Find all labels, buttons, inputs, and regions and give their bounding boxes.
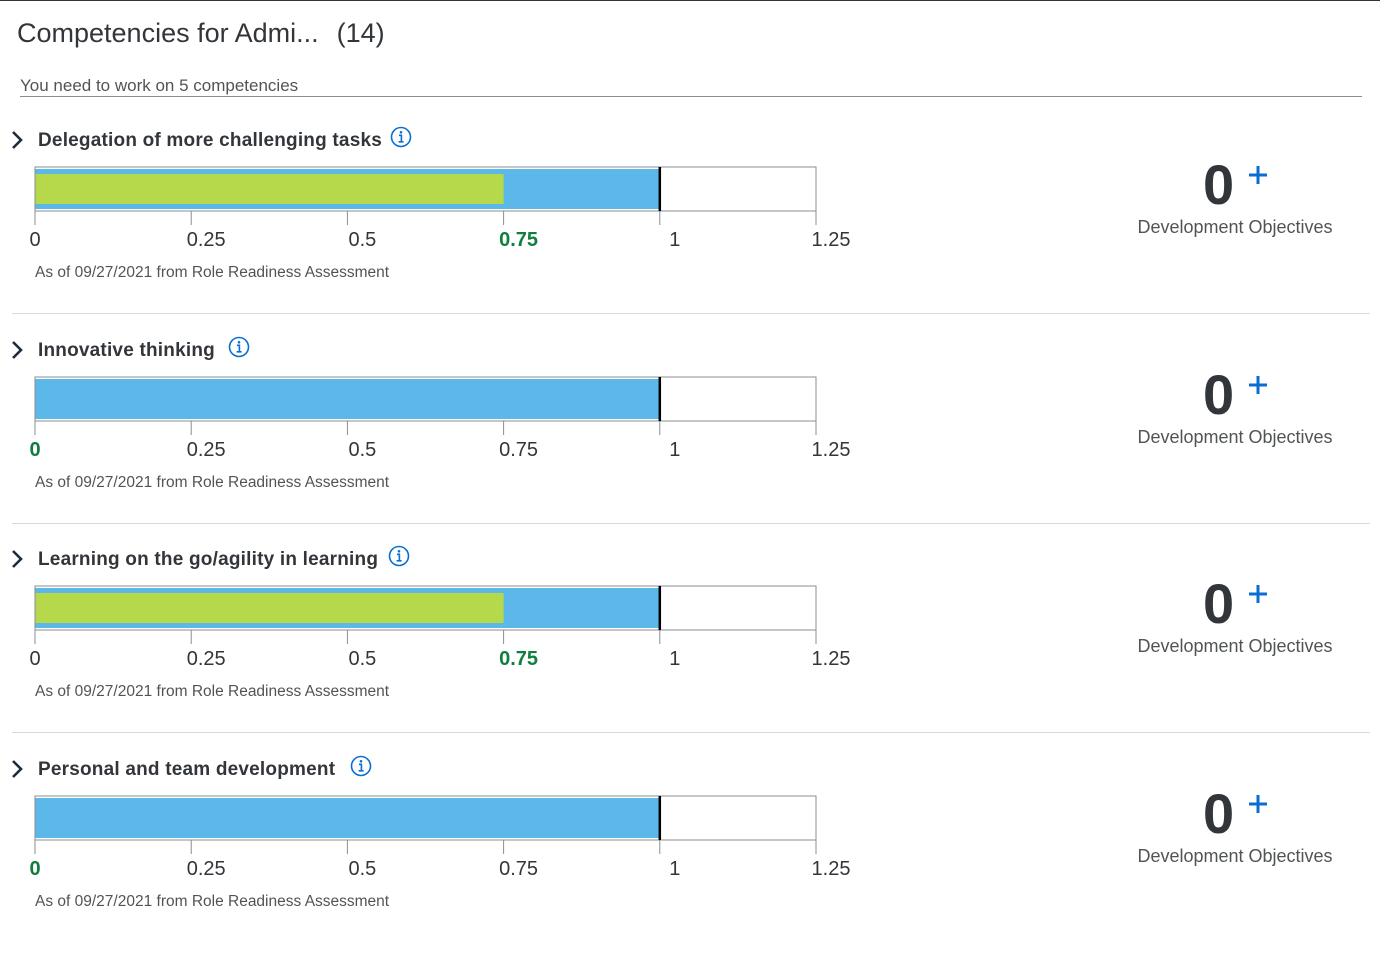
objectives-count: 0	[1203, 153, 1235, 216]
competency-bullet-chart: 0 0.25 0.5 0.75 1 1.25	[29, 166, 851, 251]
objectives-count: 0	[1203, 572, 1235, 635]
competency-divider	[12, 313, 1370, 314]
objectives-label: Development Objectives	[1137, 636, 1333, 656]
axis-tick-label: 0.5	[348, 439, 376, 461]
objectives-label: Development Objectives	[1137, 217, 1333, 237]
axis-tick-label: 0	[29, 229, 40, 251]
assessment-source-text: As of 09/27/2021 from Role Readiness Ass…	[35, 683, 390, 700]
objectives-count: 0	[1203, 363, 1235, 426]
competency-bullet-chart: 0 0.25 0.5 0.75 1 1.25	[29, 795, 851, 880]
competency-count: (14)	[336, 18, 385, 48]
info-circle-icon[interactable]	[228, 336, 250, 358]
axis-tick-label: 0.75	[499, 858, 538, 880]
axis-tick-label: 0	[29, 858, 40, 880]
competency-item: Innovative thinking 0 0.25 0.5 0.75 1 1.25 As o…	[0, 336, 1380, 550]
add-objective-plus-icon[interactable]	[1246, 163, 1270, 187]
competency-name: Personal and team development	[38, 759, 336, 780]
page-title: Competencies for Admi... (14)	[17, 18, 385, 49]
axis-tick-label: 1	[669, 439, 680, 461]
axis-tick-label: 0	[29, 439, 40, 461]
axis-tick-label: 1.25	[812, 229, 851, 251]
info-circle-icon[interactable]	[350, 755, 372, 777]
add-objective-plus-icon[interactable]	[1246, 373, 1270, 397]
actual-proficiency-bar	[35, 593, 504, 623]
competency-item: Learning on the go/agility in learning 0 0…	[0, 545, 1380, 759]
development-objectives: 0 Development Objectives	[1110, 574, 1360, 657]
axis-tick-label: 1	[669, 229, 680, 251]
axis-tick-label: 0.75	[499, 229, 538, 251]
competency-name: Delegation of more challenging tasks	[38, 130, 382, 151]
axis-tick-label: 1	[669, 648, 680, 670]
add-objective-plus-icon[interactable]	[1246, 792, 1270, 816]
axis-tick-label: 0.5	[348, 229, 376, 251]
expand-chevron-icon[interactable]	[10, 759, 24, 779]
competency-name: Innovative thinking	[38, 340, 215, 361]
expand-chevron-icon[interactable]	[10, 130, 24, 150]
axis-tick-label: 1.25	[812, 858, 851, 880]
axis-tick-label: 0.25	[187, 648, 226, 670]
axis-tick-label: 1.25	[812, 439, 851, 461]
competency-divider	[12, 523, 1370, 524]
axis-tick-label: 0.25	[187, 439, 226, 461]
assessment-source-text: As of 09/27/2021 from Role Readiness Ass…	[35, 474, 390, 491]
axis-tick-label: 0.25	[187, 858, 226, 880]
actual-proficiency-bar	[35, 174, 504, 204]
competency-item: Delegation of more challenging tasks 0 0.2…	[0, 126, 1380, 340]
axis-tick-label: 1.25	[812, 648, 851, 670]
development-objectives: 0 Development Objectives	[1110, 365, 1360, 448]
objectives-label: Development Objectives	[1137, 427, 1333, 447]
competencies-summary: You need to work on 5 competencies	[20, 76, 299, 95]
axis-tick-label: 0	[29, 648, 40, 670]
info-circle-icon[interactable]	[390, 126, 412, 148]
competency-bullet-chart: 0 0.25 0.5 0.75 1 1.25	[29, 376, 851, 461]
expected-proficiency-bar	[35, 379, 660, 419]
assessment-source-text: As of 09/27/2021 from Role Readiness Ass…	[35, 893, 390, 910]
expand-chevron-icon[interactable]	[10, 549, 24, 569]
development-objectives: 0 Development Objectives	[1110, 155, 1360, 238]
competency-name: Learning on the go/agility in learning	[38, 549, 379, 570]
axis-tick-label: 0.75	[499, 439, 538, 461]
expected-proficiency-bar	[35, 798, 660, 838]
competency-divider	[12, 732, 1370, 733]
competency-item: Personal and team development 0 0.25 0.5 0.7…	[0, 755, 1380, 969]
top-border	[0, 0, 1380, 1]
axis-tick-label: 0.25	[187, 229, 226, 251]
expand-chevron-icon[interactable]	[10, 340, 24, 360]
axis-tick-label: 0.5	[348, 858, 376, 880]
objectives-label: Development Objectives	[1137, 846, 1333, 866]
axis-tick-label: 0.5	[348, 648, 376, 670]
axis-tick-label: 0.75	[499, 648, 538, 670]
page-title-text: Competencies for Admi...	[17, 18, 319, 48]
header-divider	[20, 96, 1362, 97]
competency-bullet-chart: 0 0.25 0.5 0.75 1 1.25	[29, 585, 851, 670]
development-objectives: 0 Development Objectives	[1110, 784, 1360, 867]
axis-tick-label: 1	[669, 858, 680, 880]
info-circle-icon[interactable]	[388, 545, 410, 567]
objectives-count: 0	[1203, 782, 1235, 845]
add-objective-plus-icon[interactable]	[1246, 582, 1270, 606]
assessment-source-text: As of 09/27/2021 from Role Readiness Ass…	[35, 264, 390, 281]
